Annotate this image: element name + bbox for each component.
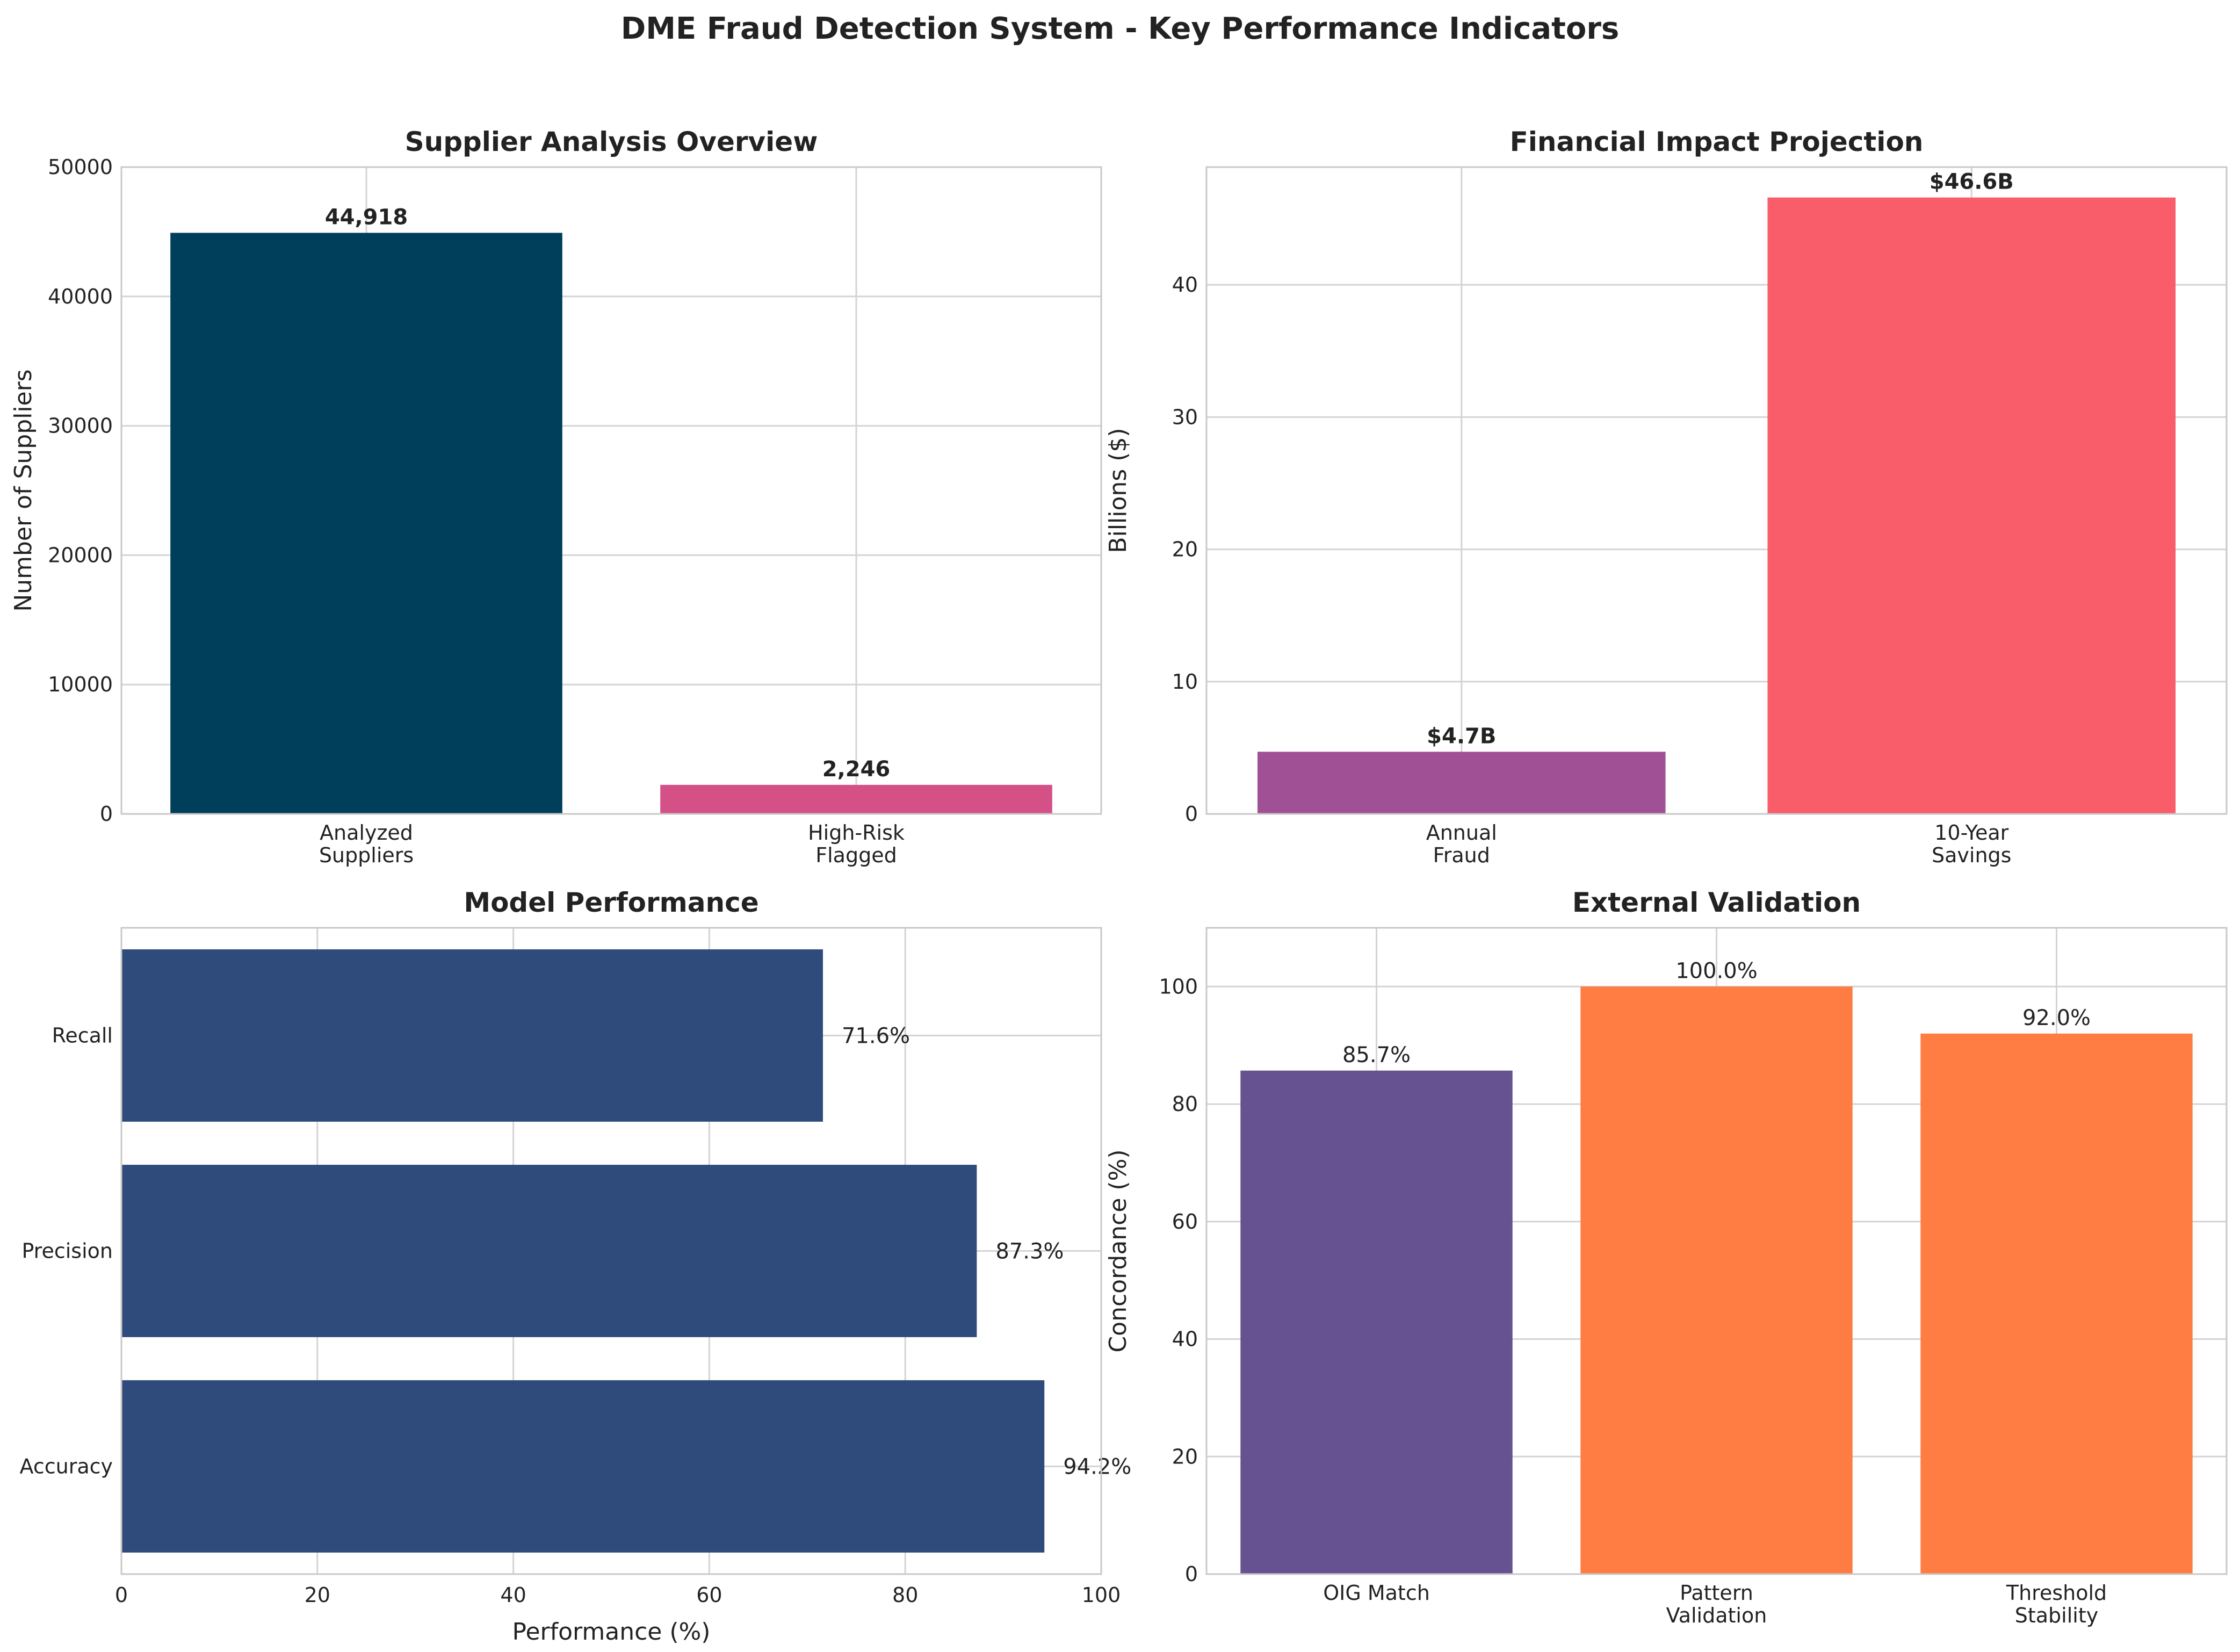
- data-label: $4.7B: [1427, 724, 1496, 748]
- y-axis-label: Billions ($): [1104, 428, 1132, 553]
- plot-frame: [120, 166, 1102, 815]
- y-tick-label: 0: [100, 802, 113, 826]
- y-axis-label: Number of Suppliers: [10, 369, 37, 611]
- panel-title: Financial Impact Projection: [1510, 126, 1924, 157]
- data-label: 94.2%: [1063, 1455, 1131, 1480]
- data-label: 85.7%: [1342, 1043, 1411, 1067]
- bar: [121, 1165, 977, 1337]
- plot-frame: [1205, 166, 2228, 815]
- panel-title: Model Performance: [464, 887, 758, 918]
- data-label: $46.6B: [1930, 170, 2014, 194]
- panel-title: External Validation: [1572, 887, 1861, 918]
- data-label: 2,246: [822, 757, 891, 782]
- bar: [121, 1380, 1045, 1553]
- figure-title: DME Fraud Detection System - Key Perform…: [621, 11, 1620, 46]
- plot-frame: [1205, 927, 2228, 1575]
- y-tick-label: 20: [1172, 538, 1198, 561]
- y-tick-label: Recall: [52, 1024, 113, 1048]
- x-tick-label: 80: [892, 1583, 918, 1607]
- y-tick-label: 10000: [48, 673, 113, 696]
- x-tick-label: 0: [115, 1583, 128, 1607]
- panel-external-validation: External Validation 85.7% OIG Match 100.0% P…: [1104, 887, 2228, 1627]
- panel-financial-impact: Financial Impact Projection $4.7B Annual Fr…: [1104, 126, 2228, 867]
- data-label: 100.0%: [1675, 958, 1758, 983]
- bar: [170, 233, 562, 814]
- panel-model-performance: Model Performance 94.2% Accuracy 87.3% Preci…: [20, 887, 1132, 1646]
- data-label: 44,918: [325, 205, 408, 229]
- bar: [121, 949, 823, 1122]
- y-tick-label: 20000: [48, 543, 113, 567]
- data-label: 92.0%: [2022, 1006, 2091, 1030]
- y-tick-label: 100: [1159, 975, 1198, 998]
- x-tick-label: OIG Match: [1323, 1581, 1430, 1605]
- y-tick-label: Precision: [21, 1239, 113, 1263]
- y-tick-label: Accuracy: [20, 1455, 113, 1478]
- y-tick-label: 40: [1172, 273, 1198, 297]
- y-tick-label: 30: [1172, 405, 1198, 429]
- panel-supplier-analysis: Supplier Analysis Overview 44,918 Analyzed…: [10, 126, 1102, 867]
- x-axis-label: Performance (%): [512, 1618, 711, 1646]
- data-label: 87.3%: [995, 1239, 1064, 1264]
- y-tick-label: 60: [1172, 1210, 1198, 1233]
- x-tick-label: 20: [305, 1583, 330, 1607]
- x-tick-label: 40: [500, 1583, 526, 1607]
- x-tick-label: Annual Fraud: [1426, 821, 1497, 867]
- bar: [1920, 1033, 2193, 1574]
- x-tick-label: Analyzed Suppliers: [319, 821, 414, 867]
- y-tick-label: 30000: [48, 414, 113, 438]
- bar: [660, 784, 1052, 814]
- x-tick-label: Threshold Stability: [2006, 1581, 2107, 1627]
- bar: [1580, 986, 1853, 1574]
- y-tick-label: 40: [1172, 1328, 1198, 1351]
- plot-frame: [120, 927, 1102, 1575]
- y-tick-label: 20: [1172, 1445, 1198, 1468]
- bar: [1767, 197, 2176, 814]
- y-axis-label: Concordance (%): [1104, 1149, 1132, 1352]
- data-label: 71.6%: [842, 1024, 910, 1049]
- y-tick-label: 80: [1172, 1092, 1198, 1116]
- bar: [1257, 752, 1666, 814]
- x-tick-label: High-Risk Flagged: [808, 821, 905, 867]
- x-tick-label: 10-Year Savings: [1932, 821, 2011, 867]
- y-tick-label: 0: [1185, 802, 1198, 826]
- y-tick-label: 0: [1185, 1562, 1198, 1586]
- x-tick-label: 100: [1082, 1583, 1121, 1607]
- x-tick-label: 60: [696, 1583, 722, 1607]
- panel-title: Supplier Analysis Overview: [405, 126, 818, 157]
- x-tick-label: Pattern Validation: [1666, 1581, 1767, 1627]
- y-tick-label: 40000: [48, 285, 113, 308]
- y-tick-label: 10: [1172, 670, 1198, 694]
- y-tick-label: 50000: [48, 155, 113, 179]
- bar: [1240, 1070, 1513, 1574]
